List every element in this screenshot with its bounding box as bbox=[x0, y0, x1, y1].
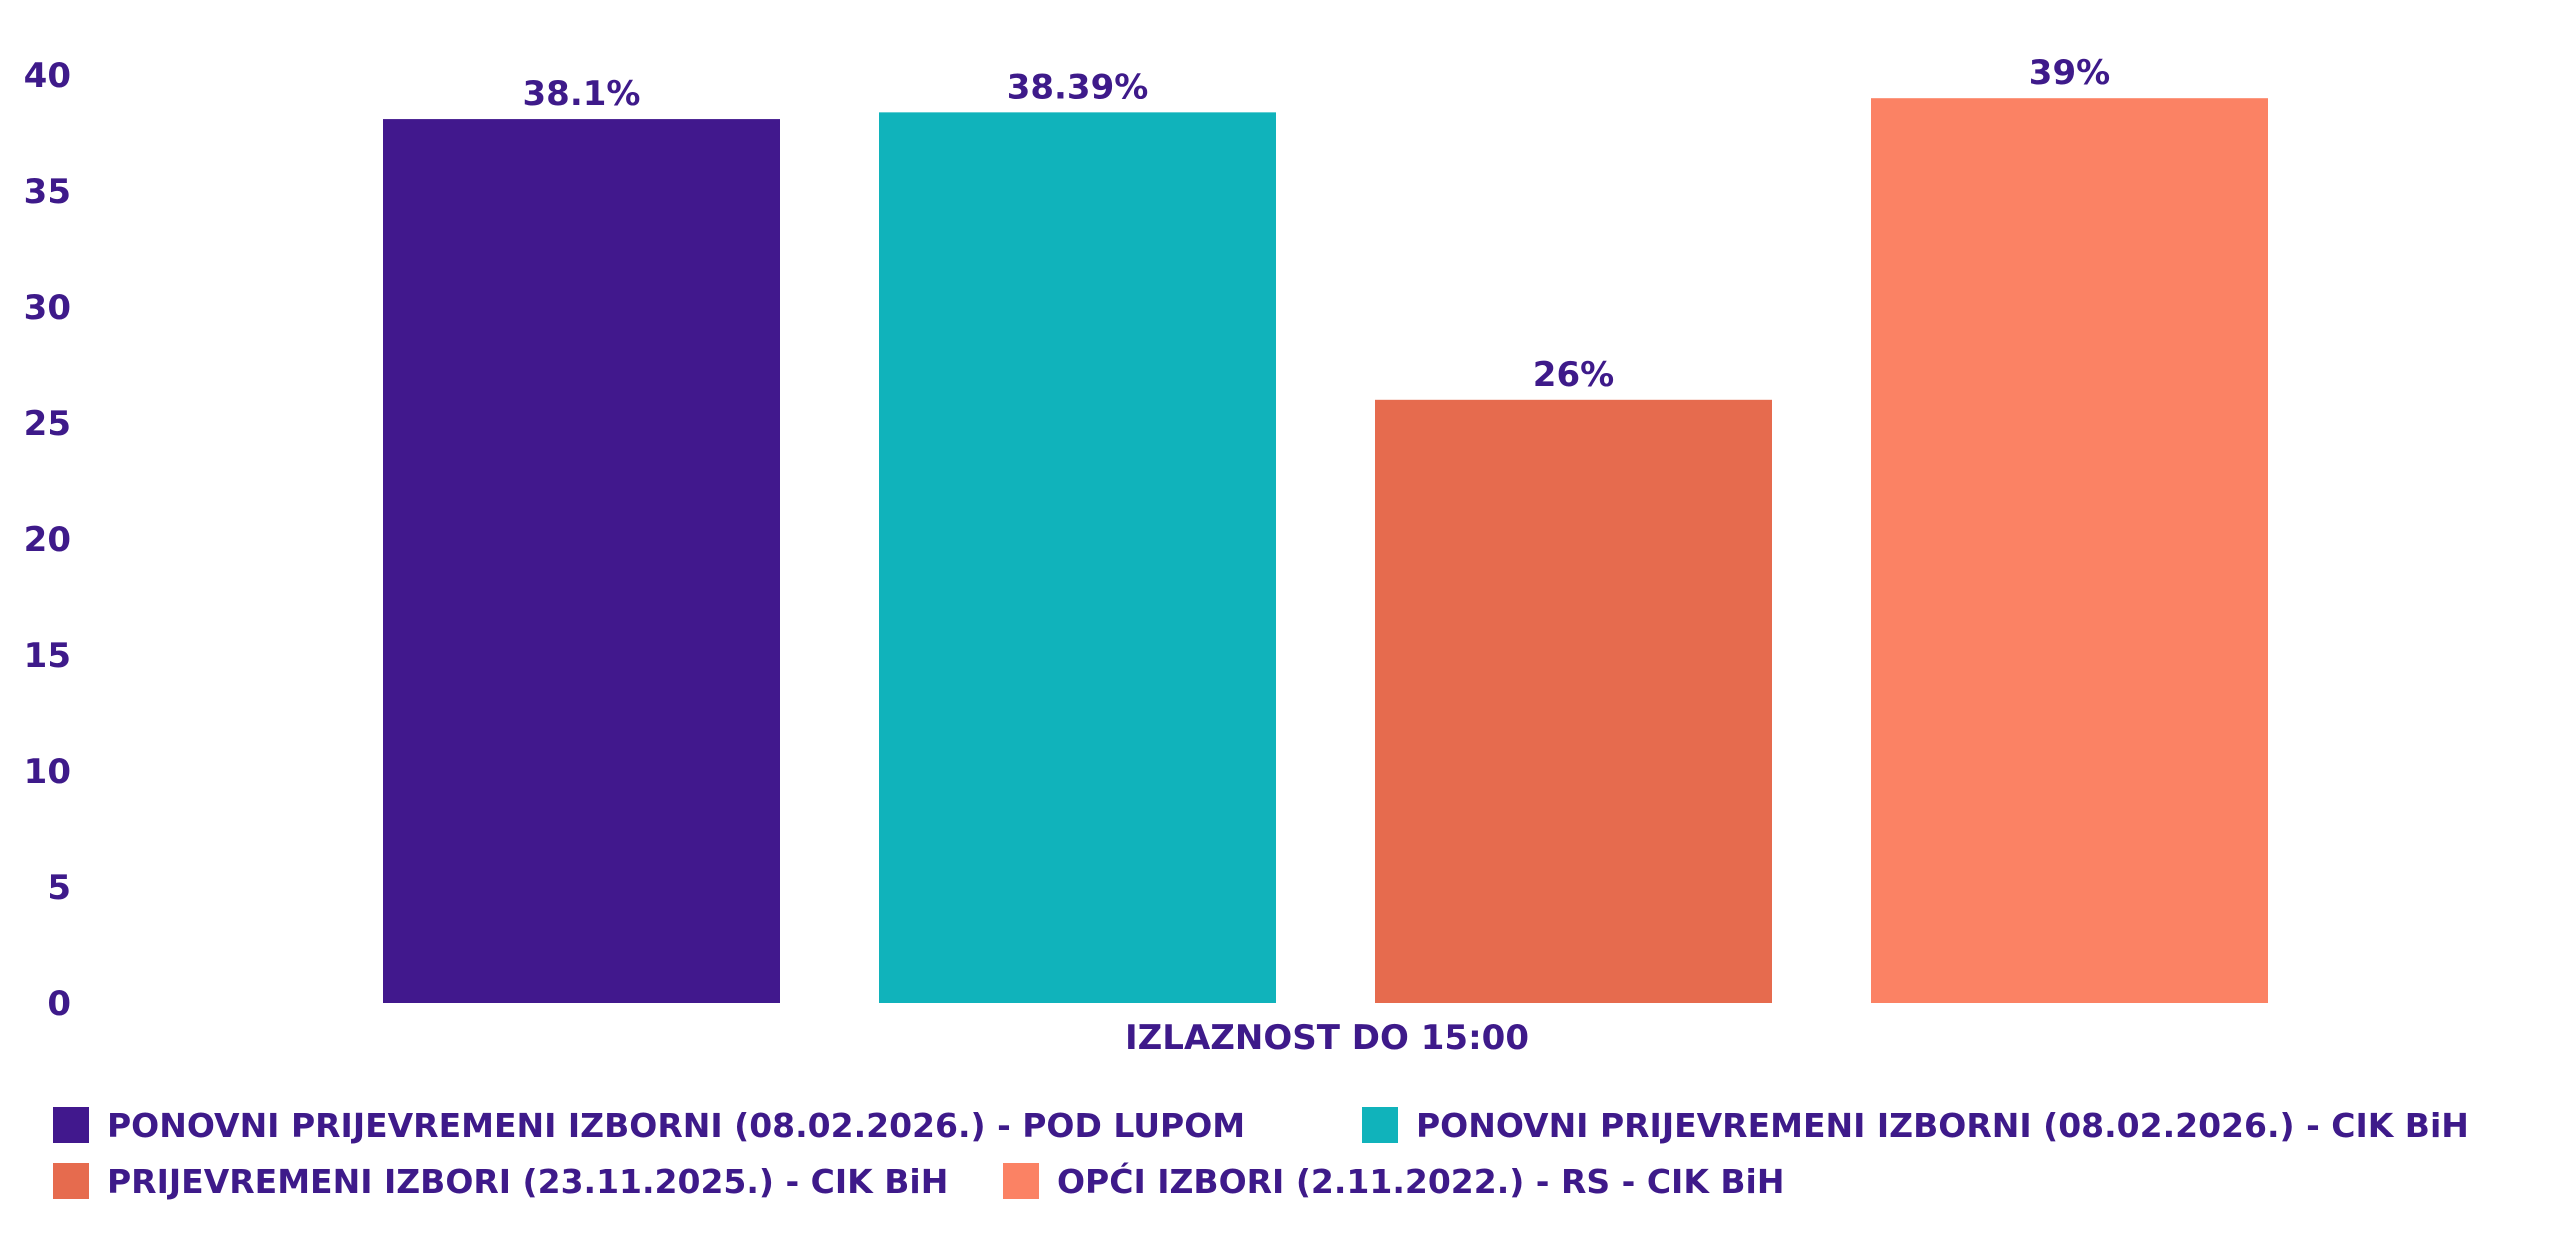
bar bbox=[1375, 399, 1772, 1003]
legend-swatch bbox=[53, 1163, 89, 1199]
legend: PONOVNI PRIJEVREMENI IZBORNI (08.02.2026… bbox=[53, 1106, 2469, 1201]
bar-value-label: 26% bbox=[1533, 355, 1614, 395]
y-tick-label: 20 bbox=[24, 520, 71, 560]
y-tick-label: 30 bbox=[24, 288, 71, 328]
legend-swatch bbox=[53, 1107, 89, 1143]
y-tick-label: 25 bbox=[24, 404, 71, 444]
legend-label: PONOVNI PRIJEVREMENI IZBORNI (08.02.2026… bbox=[1416, 1106, 2469, 1145]
bar-value-label: 38.1% bbox=[523, 74, 641, 114]
legend-swatch bbox=[1003, 1163, 1039, 1199]
y-tick-label: 10 bbox=[24, 752, 71, 792]
bar bbox=[1871, 98, 2268, 1003]
y-axis: 0 5 10 15 20 25 30 35 40 bbox=[24, 56, 71, 1024]
data-labels: 38.1% 38.39% 26% 39% bbox=[523, 53, 2111, 395]
bar-value-label: 39% bbox=[2029, 53, 2110, 93]
bars bbox=[383, 98, 2268, 1004]
bar bbox=[879, 112, 1276, 1004]
y-tick-label: 0 bbox=[47, 984, 71, 1024]
y-tick-label: 15 bbox=[24, 636, 71, 676]
y-tick-label: 40 bbox=[24, 56, 71, 96]
legend-label: OPĆI IZBORI (2.11.2022.) - RS - CIK BiH bbox=[1057, 1161, 1784, 1201]
x-category-label: IZLAZNOST DO 15:00 bbox=[1125, 1018, 1529, 1058]
y-tick-label: 5 bbox=[47, 868, 71, 908]
legend-swatch bbox=[1362, 1107, 1398, 1143]
y-tick-label: 35 bbox=[24, 172, 71, 212]
bar bbox=[383, 119, 780, 1003]
bar-value-label: 38.39% bbox=[1007, 67, 1149, 107]
legend-label: PONOVNI PRIJEVREMENI IZBORNI (08.02.2026… bbox=[107, 1106, 1245, 1145]
x-axis: IZLAZNOST DO 15:00 bbox=[1125, 1018, 1529, 1058]
legend-label: PRIJEVREMENI IZBORI (23.11.2025.) - CIK … bbox=[107, 1162, 948, 1201]
